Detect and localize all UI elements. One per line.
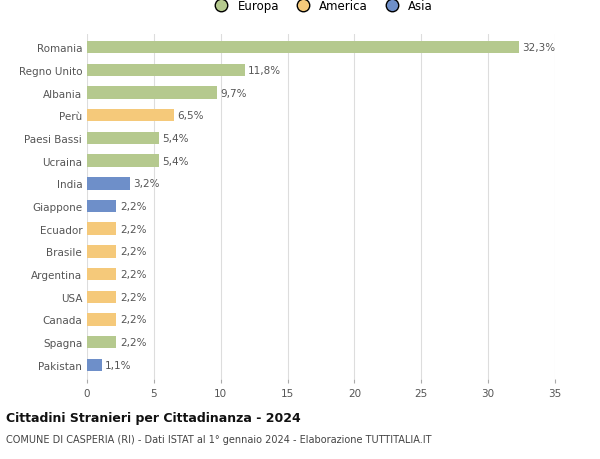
Text: 2,2%: 2,2% (120, 292, 146, 302)
Bar (87, 87, 217, 100)
Text: Cittadini Stranieri per Cittadinanza - 2024: Cittadini Stranieri per Cittadinanza - 2… (6, 411, 301, 424)
Bar (87, 155, 159, 168)
Legend: Europa, America, Asia: Europa, America, Asia (205, 0, 437, 18)
Bar (87, 200, 116, 213)
Bar (87, 313, 116, 326)
Bar (87, 291, 116, 303)
Bar (87, 246, 116, 258)
Text: 11,8%: 11,8% (248, 66, 281, 76)
Bar (87, 132, 159, 145)
Bar (87, 336, 116, 349)
Bar (87, 64, 245, 77)
Text: 2,2%: 2,2% (120, 247, 146, 257)
Text: 2,2%: 2,2% (120, 269, 146, 280)
Bar (87, 42, 519, 54)
Text: 5,4%: 5,4% (163, 156, 189, 166)
Text: 1,1%: 1,1% (105, 360, 131, 370)
Bar (87, 110, 174, 122)
Text: 2,2%: 2,2% (120, 337, 146, 347)
Text: 32,3%: 32,3% (522, 43, 556, 53)
Text: 6,5%: 6,5% (177, 111, 204, 121)
Text: 2,2%: 2,2% (120, 224, 146, 234)
Text: 5,4%: 5,4% (163, 134, 189, 144)
Text: COMUNE DI CASPERIA (RI) - Dati ISTAT al 1° gennaio 2024 - Elaborazione TUTTITALI: COMUNE DI CASPERIA (RI) - Dati ISTAT al … (6, 434, 431, 444)
Text: 3,2%: 3,2% (133, 179, 160, 189)
Text: 9,7%: 9,7% (220, 88, 247, 98)
Bar (87, 268, 116, 281)
Bar (87, 223, 116, 235)
Bar (87, 359, 102, 371)
Text: 2,2%: 2,2% (120, 202, 146, 212)
Bar (87, 178, 130, 190)
Text: 2,2%: 2,2% (120, 315, 146, 325)
